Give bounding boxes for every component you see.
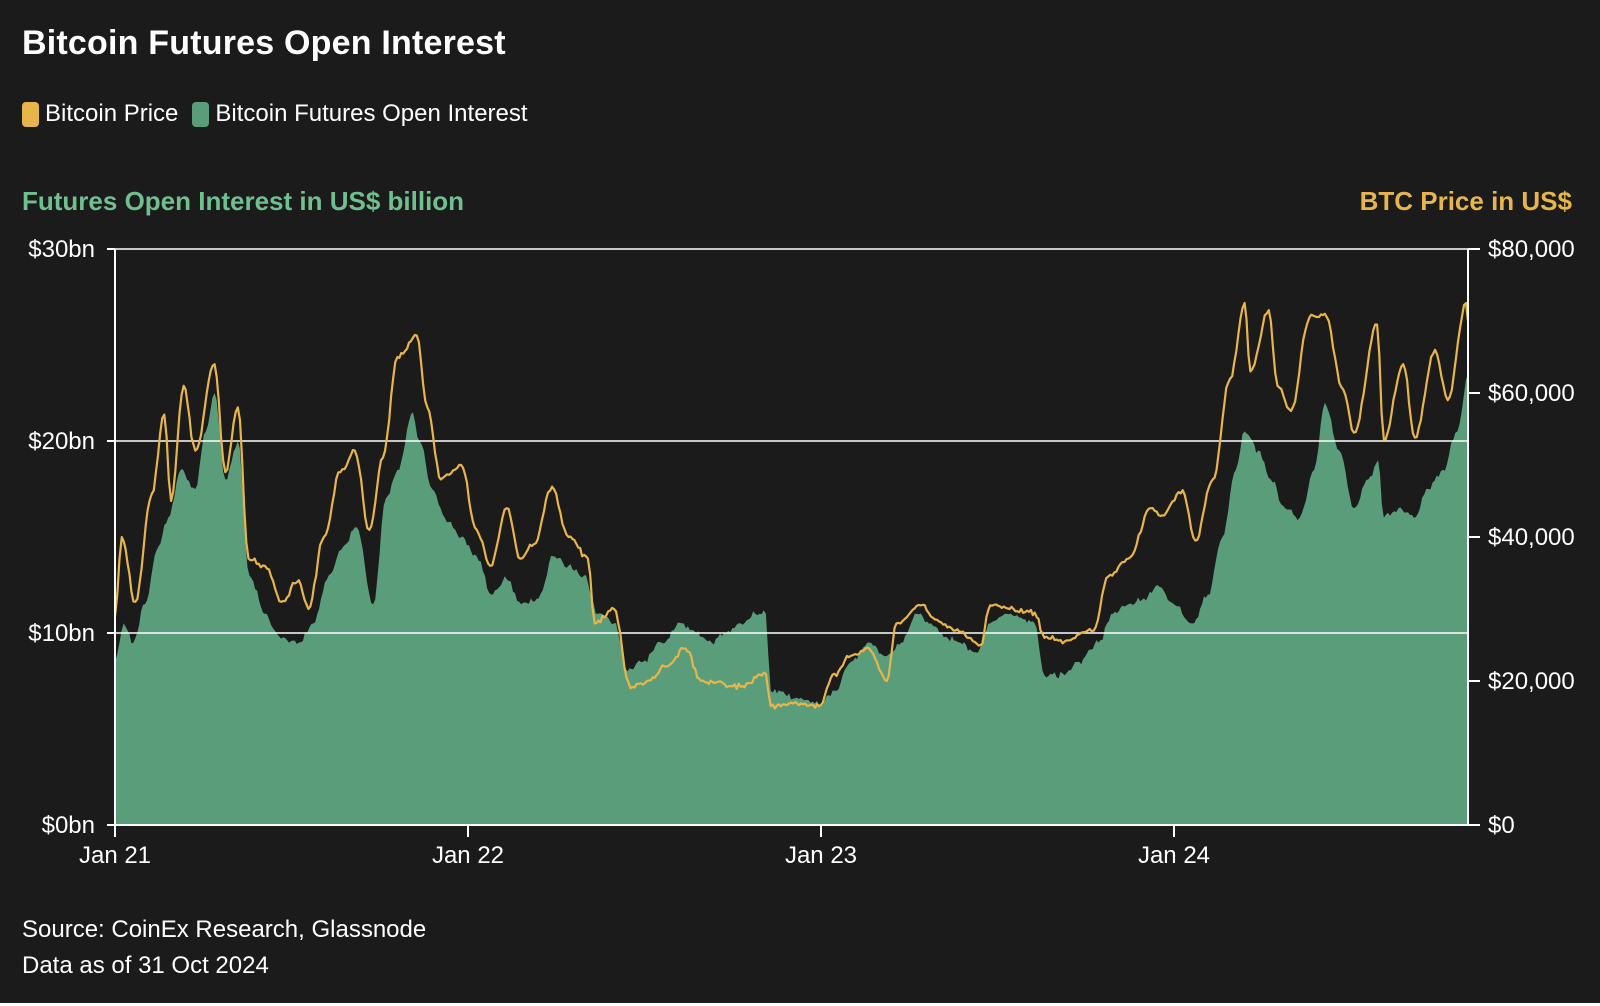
source-note: Source: CoinEx Research, Glassnode xyxy=(22,916,427,943)
x-tick-label: Jan 21 xyxy=(79,842,151,869)
x-tick-label: Jan 22 xyxy=(432,842,504,869)
legend-label-open-interest: Bitcoin Futures Open Interest xyxy=(215,100,528,127)
legend-label-price: Bitcoin Price xyxy=(45,100,179,127)
legend-item-price: Bitcoin Price xyxy=(22,100,178,128)
x-tick-label: Jan 23 xyxy=(785,842,857,869)
legend-item-open-interest: Bitcoin Futures Open Interest xyxy=(192,100,528,128)
right-tick-label: $0 xyxy=(1488,812,1515,839)
chart-title: Bitcoin Futures Open Interest xyxy=(22,24,506,62)
left-tick-label: $0bn xyxy=(42,812,95,839)
right-tick-label: $80,000 xyxy=(1488,236,1575,263)
legend-swatch-price xyxy=(22,101,39,127)
data-date-note: Data as of 31 Oct 2024 xyxy=(22,952,269,979)
right-axis-title: BTC Price in US$ xyxy=(1359,186,1572,216)
right-tick-label: $60,000 xyxy=(1488,380,1575,407)
right-tick-label: $20,000 xyxy=(1488,668,1575,695)
x-tick-label: Jan 24 xyxy=(1138,842,1210,869)
chart-plot: $0bn $10bn $20bn $30bn $0 $20,000 $40,000 $60,0… xyxy=(28,236,1575,869)
left-tick-label: $10bn xyxy=(28,620,95,647)
bitcoin-price-line xyxy=(113,301,1470,710)
right-tick-label: $40,000 xyxy=(1488,524,1575,551)
legend: Bitcoin Price Bitcoin Futures Open Inter… xyxy=(22,100,542,128)
open-interest-area xyxy=(115,373,1468,825)
left-tick-label: $30bn xyxy=(28,236,95,263)
footer: Source: CoinEx Research, Glassnode Data … xyxy=(22,912,426,984)
left-tick-label: $20bn xyxy=(28,428,95,455)
legend-swatch-open-interest xyxy=(192,101,210,127)
left-axis-title: Futures Open Interest in US$ billion xyxy=(22,186,465,216)
